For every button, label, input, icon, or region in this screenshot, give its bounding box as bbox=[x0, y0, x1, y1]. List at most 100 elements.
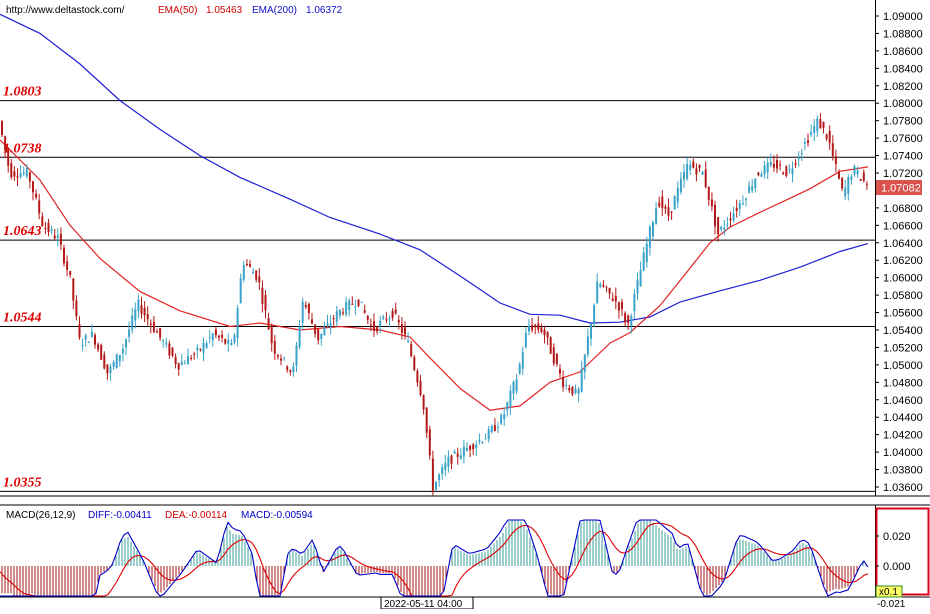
price-tick-label: 1.08600 bbox=[883, 46, 923, 58]
candle-body bbox=[335, 310, 338, 322]
candle-body bbox=[270, 326, 273, 344]
macd-title: MACD(26,12,9) bbox=[6, 510, 75, 521]
candle-body bbox=[655, 208, 658, 225]
candle-body bbox=[729, 218, 732, 221]
candle-body bbox=[555, 353, 558, 364]
candle-body bbox=[559, 368, 561, 374]
candle-body bbox=[177, 363, 180, 370]
candle-body bbox=[84, 335, 87, 340]
candle-body bbox=[670, 211, 673, 213]
candle-body bbox=[707, 186, 710, 201]
candle-body bbox=[304, 305, 307, 308]
price-panel bbox=[0, 0, 875, 496]
candle-body bbox=[75, 300, 78, 317]
candle-body bbox=[193, 353, 196, 355]
candle-body bbox=[580, 368, 583, 392]
candle-body bbox=[180, 361, 183, 365]
candle-body bbox=[807, 140, 809, 143]
candle-body bbox=[329, 323, 332, 329]
candle-body bbox=[596, 281, 599, 304]
ema50-line bbox=[0, 139, 869, 411]
candle-body bbox=[162, 340, 165, 342]
candle-body bbox=[803, 142, 806, 144]
price-tick-label: 1.05600 bbox=[883, 308, 923, 320]
candle-body bbox=[38, 200, 41, 214]
candle-body bbox=[159, 328, 162, 338]
candle-body bbox=[531, 325, 534, 331]
candle-body bbox=[794, 163, 797, 165]
candle-body bbox=[704, 169, 707, 188]
candle-body bbox=[407, 340, 410, 342]
candle-body bbox=[834, 156, 837, 164]
candle-body bbox=[710, 199, 713, 207]
candle-body bbox=[621, 302, 623, 310]
ema50-label: EMA(50) bbox=[158, 5, 197, 16]
macd-zoom-label: x0.1 bbox=[879, 587, 898, 598]
candle-body bbox=[484, 438, 487, 440]
candle-body bbox=[459, 455, 462, 459]
candle-body bbox=[617, 302, 620, 311]
candle-body bbox=[779, 164, 782, 166]
candle-body bbox=[723, 227, 726, 230]
price-tick-label: 1.04800 bbox=[883, 377, 923, 389]
ema200-polyline bbox=[0, 13, 869, 324]
candle-body bbox=[571, 386, 574, 395]
candle-body bbox=[382, 316, 385, 319]
candle-body bbox=[776, 160, 778, 169]
candle-body bbox=[813, 125, 816, 133]
candle-body bbox=[441, 466, 444, 474]
candle-body bbox=[810, 132, 813, 135]
candle-body bbox=[118, 354, 121, 362]
candle-body bbox=[168, 343, 171, 356]
candle-body bbox=[397, 319, 400, 323]
candle-body bbox=[369, 324, 372, 326]
candle-body bbox=[289, 370, 292, 372]
candle-body bbox=[59, 233, 62, 245]
candle-body bbox=[227, 340, 230, 344]
candle-body bbox=[605, 286, 608, 288]
candle-body bbox=[261, 287, 264, 304]
macd-tick-0020: 0.020 bbox=[883, 531, 911, 543]
candle-body bbox=[230, 342, 233, 345]
candle-body bbox=[466, 448, 468, 451]
candle-body bbox=[128, 329, 131, 337]
candle-body bbox=[224, 339, 227, 344]
candle-body bbox=[428, 429, 431, 456]
candle-body bbox=[72, 278, 75, 301]
candle-body bbox=[410, 344, 413, 357]
candle-body bbox=[565, 384, 568, 386]
candle-body bbox=[797, 157, 800, 159]
candle-body bbox=[295, 345, 298, 366]
macd-zoom-button[interactable] bbox=[875, 585, 903, 598]
candle-body bbox=[819, 119, 822, 129]
candle-body bbox=[698, 165, 701, 168]
candle-body bbox=[94, 335, 96, 345]
candle-body bbox=[497, 427, 499, 428]
candle-body bbox=[630, 315, 633, 326]
candle-body bbox=[307, 304, 310, 314]
candle-body bbox=[642, 252, 645, 271]
candle-body bbox=[87, 342, 90, 343]
candle-body bbox=[314, 324, 317, 334]
candle-body bbox=[416, 371, 419, 383]
candle-body bbox=[627, 315, 630, 324]
candle-body bbox=[577, 389, 580, 394]
candle-body bbox=[664, 206, 667, 209]
candle-body bbox=[865, 183, 868, 185]
candle-body bbox=[692, 161, 695, 168]
candle-body bbox=[28, 172, 31, 182]
candle-body bbox=[586, 336, 589, 355]
candle-body bbox=[320, 333, 323, 339]
candle-body bbox=[233, 335, 236, 343]
macd-dea-value: DEA:-0.00114 bbox=[165, 510, 228, 521]
candle-body bbox=[447, 456, 450, 467]
macd-panel bbox=[0, 519, 869, 597]
candle-body bbox=[528, 325, 530, 332]
candle-body bbox=[292, 366, 295, 373]
candle-body bbox=[844, 187, 847, 197]
source-url[interactable]: http://www.deltastock.com/ bbox=[6, 5, 125, 16]
candle-body bbox=[81, 344, 84, 346]
price-tick-label: 1.07400 bbox=[883, 151, 923, 163]
